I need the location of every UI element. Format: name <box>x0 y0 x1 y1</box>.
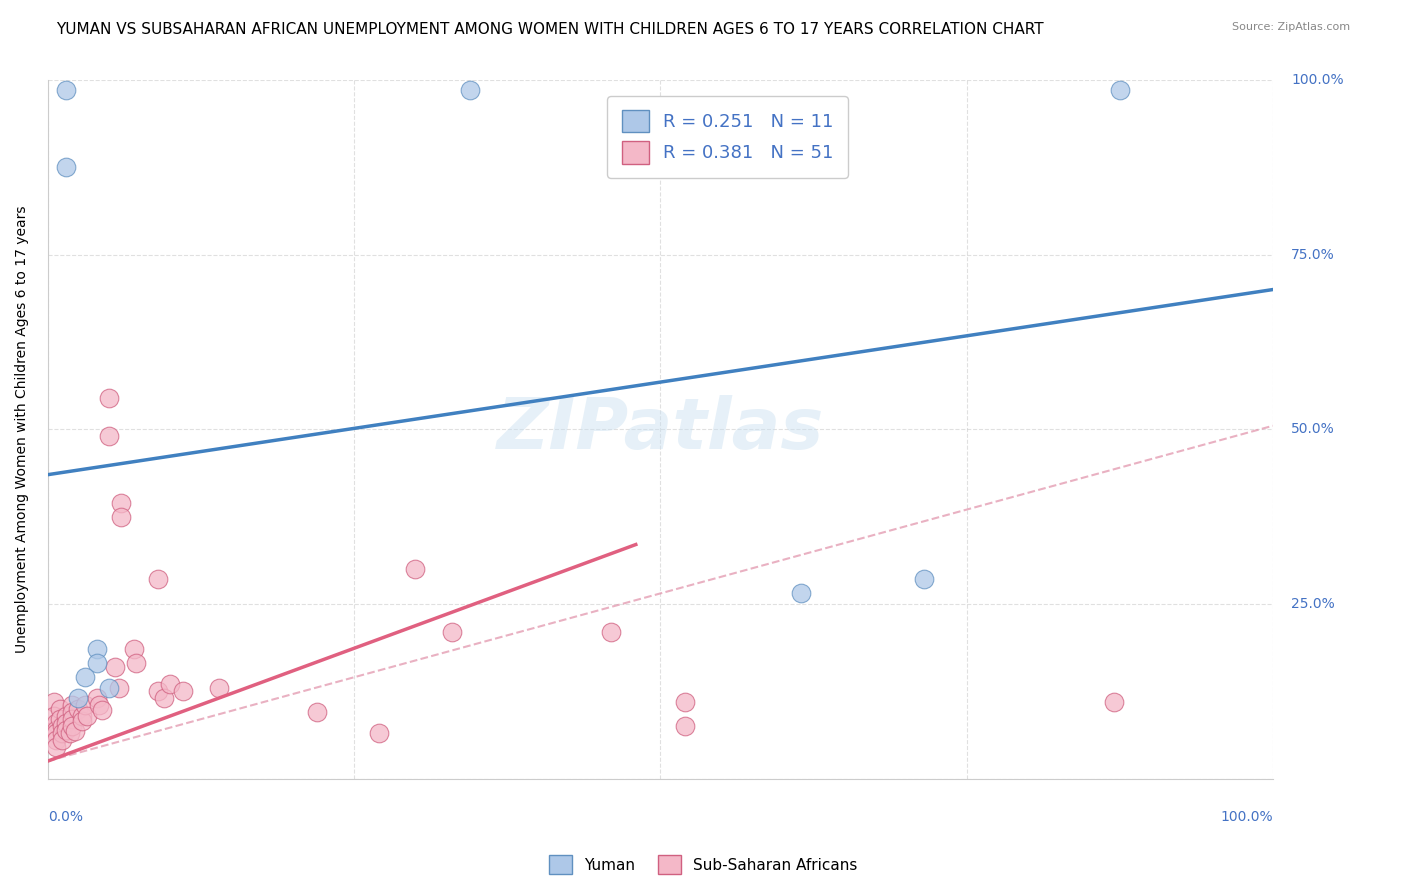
Point <box>55 161 77 175</box>
Text: 25.0%: 25.0% <box>1291 597 1334 611</box>
Point <box>63 724 86 739</box>
Point <box>55 83 77 97</box>
Point <box>673 695 696 709</box>
Point <box>90 703 112 717</box>
Point <box>122 642 145 657</box>
Point <box>172 684 194 698</box>
Text: YUMAN VS SUBSAHARAN AFRICAN UNEMPLOYMENT AMONG WOMEN WITH CHILDREN AGES 6 TO 17 : YUMAN VS SUBSAHARAN AFRICAN UNEMPLOYMENT… <box>56 22 1043 37</box>
Point <box>1108 83 1130 97</box>
Point <box>51 733 73 747</box>
Point <box>912 573 935 587</box>
Point <box>73 698 96 713</box>
Point <box>307 705 329 719</box>
Legend: R = 0.251   N = 11, R = 0.381   N = 51: R = 0.251 N = 11, R = 0.381 N = 51 <box>607 96 848 178</box>
Point <box>76 708 98 723</box>
Point <box>45 740 67 755</box>
Point <box>107 681 129 695</box>
Point <box>98 391 121 405</box>
Point <box>49 712 72 726</box>
Point <box>49 702 72 716</box>
Point <box>60 698 83 713</box>
Text: 100.0%: 100.0% <box>1291 73 1344 87</box>
Point <box>70 714 93 729</box>
Point <box>42 695 65 709</box>
Point <box>60 712 83 726</box>
Point <box>440 624 463 639</box>
Point <box>125 657 148 671</box>
Y-axis label: Unemployment Among Women with Children Ages 6 to 17 years: Unemployment Among Women with Children A… <box>15 205 30 653</box>
Point <box>153 691 176 706</box>
Legend: Yuman, Sub-Saharan Africans: Yuman, Sub-Saharan Africans <box>543 849 863 880</box>
Point <box>104 660 127 674</box>
Point <box>55 723 77 737</box>
Point <box>110 509 132 524</box>
Point <box>208 681 231 695</box>
Point <box>673 719 696 733</box>
Point <box>86 691 108 706</box>
Text: 100.0%: 100.0% <box>1220 810 1272 824</box>
Point <box>45 733 67 747</box>
Point <box>45 726 67 740</box>
Point <box>67 691 90 706</box>
Point <box>404 562 426 576</box>
Point <box>55 708 77 723</box>
Point <box>98 429 121 443</box>
Text: Source: ZipAtlas.com: Source: ZipAtlas.com <box>1232 22 1350 32</box>
Point <box>45 723 67 737</box>
Point <box>86 642 108 657</box>
Text: 75.0%: 75.0% <box>1291 248 1334 261</box>
Point <box>98 681 121 695</box>
Point <box>42 708 65 723</box>
Point <box>790 586 813 600</box>
Point <box>51 719 73 733</box>
Point <box>1102 695 1125 709</box>
Point <box>51 726 73 740</box>
Point <box>110 495 132 509</box>
Point <box>600 624 623 639</box>
Point <box>460 83 482 97</box>
Point <box>60 719 83 733</box>
Point <box>146 684 169 698</box>
Point <box>67 702 90 716</box>
Point <box>45 715 67 730</box>
Text: 50.0%: 50.0% <box>1291 422 1334 436</box>
Point <box>86 657 108 671</box>
Point <box>70 708 93 723</box>
Point <box>367 726 389 740</box>
Point <box>159 677 181 691</box>
Point <box>55 715 77 730</box>
Point <box>73 670 96 684</box>
Point <box>89 698 111 713</box>
Point <box>146 573 169 587</box>
Point <box>59 726 82 740</box>
Text: ZIPatlas: ZIPatlas <box>496 395 824 464</box>
Point <box>60 705 83 719</box>
Text: 0.0%: 0.0% <box>48 810 83 824</box>
